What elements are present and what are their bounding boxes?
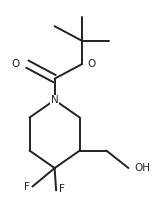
Text: F: F (24, 182, 30, 192)
Text: O: O (12, 59, 20, 69)
Text: N: N (51, 95, 58, 105)
Text: F: F (59, 184, 65, 194)
Text: O: O (88, 59, 96, 69)
Text: OH: OH (134, 163, 150, 173)
